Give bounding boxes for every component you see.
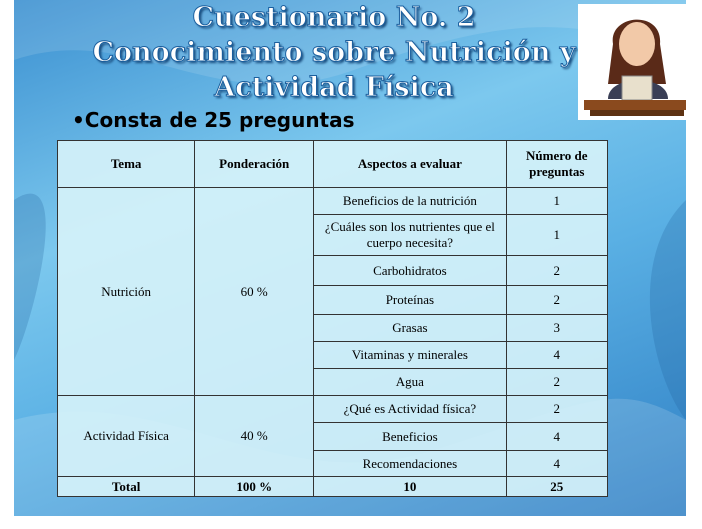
numero-cell: 3: [505, 314, 609, 342]
row: Grasas 3: [58, 314, 609, 342]
aspecto-cell: Grasas: [313, 314, 507, 342]
numero-cell: 2: [505, 285, 609, 315]
title-line: Actividad Física: [214, 72, 455, 104]
numero-cell: 4: [505, 341, 609, 369]
column-header: Número de preguntas: [505, 140, 609, 188]
title-line: Cuestionario No. 2: [192, 2, 476, 34]
tema-cell: Actividad Física: [56, 395, 196, 477]
ponderacion-cell: 40 %: [194, 395, 315, 477]
aspecto-cell: Carbohidratos: [313, 255, 507, 286]
numero-cell: 1: [505, 187, 609, 215]
total-cell: 100 %: [194, 476, 315, 497]
numero-cell: 2: [505, 255, 609, 286]
total-row: Total 100 % 10 25: [56, 476, 609, 497]
aspecto-cell: ¿Qué es Actividad física?: [313, 395, 507, 423]
aspecto-cell: ¿Cuáles son los nutrientes que el cuerpo…: [313, 214, 507, 256]
numero-cell: 1: [505, 214, 609, 256]
column-header: Tema: [56, 140, 196, 188]
bullet: •Consta de 25 preguntas: [72, 108, 355, 132]
aspecto-cell: Beneficios: [313, 422, 507, 451]
numero-cell: 2: [505, 395, 609, 423]
numero-cell: 2: [505, 368, 609, 396]
bullet-text: Consta de 25 preguntas: [84, 108, 355, 132]
aspecto-cell: Beneficios de la nutrición: [313, 187, 507, 215]
table: Tema Ponderación Aspectos a evaluar Número …: [56, 140, 609, 497]
title: Cuestionario No. 2 Conocimiento sobre Nut…: [54, 0, 614, 105]
ponderacion-cell: 60 %: [194, 187, 315, 396]
tema-cell: Nutrición: [56, 187, 196, 396]
total-cell: 10: [313, 476, 507, 497]
aspecto-cell: Vitaminas y minerales: [313, 341, 507, 369]
aspecto-cell: Proteínas: [313, 285, 507, 315]
aspecto-cell: Agua: [313, 368, 507, 396]
column-header: Ponderación: [194, 140, 315, 188]
avatar-image: [578, 4, 686, 120]
total-cell: Total: [56, 476, 196, 497]
numero-cell: 4: [505, 450, 609, 477]
row: Vitaminas y minerales 4: [58, 341, 609, 369]
row: ¿Cuáles son los nutrientes que el cuerpo…: [58, 214, 609, 256]
title-line: Conocimiento sobre Nutrición y: [92, 37, 576, 69]
row: Nutrición 60 % Beneficios de la nutrición 1: [56, 187, 609, 396]
aspecto-cell: Recomendaciones: [313, 450, 507, 477]
slide: Cuestionario No. 2 Conocimiento sobre Nut…: [14, 0, 686, 516]
row: Carbohidratos 2: [58, 255, 609, 286]
numero-cell: 4: [505, 422, 609, 451]
column-header: Aspectos a evaluar: [313, 140, 507, 188]
header-row: Tema Ponderación Aspectos a evaluar Número …: [56, 140, 609, 188]
row: Actividad Física 40 % ¿Qué es Actividad fí…: [56, 395, 609, 477]
row: Recomendaciones 4: [58, 450, 609, 477]
row: Agua 2: [58, 368, 609, 396]
total-cell: 25: [505, 476, 609, 497]
